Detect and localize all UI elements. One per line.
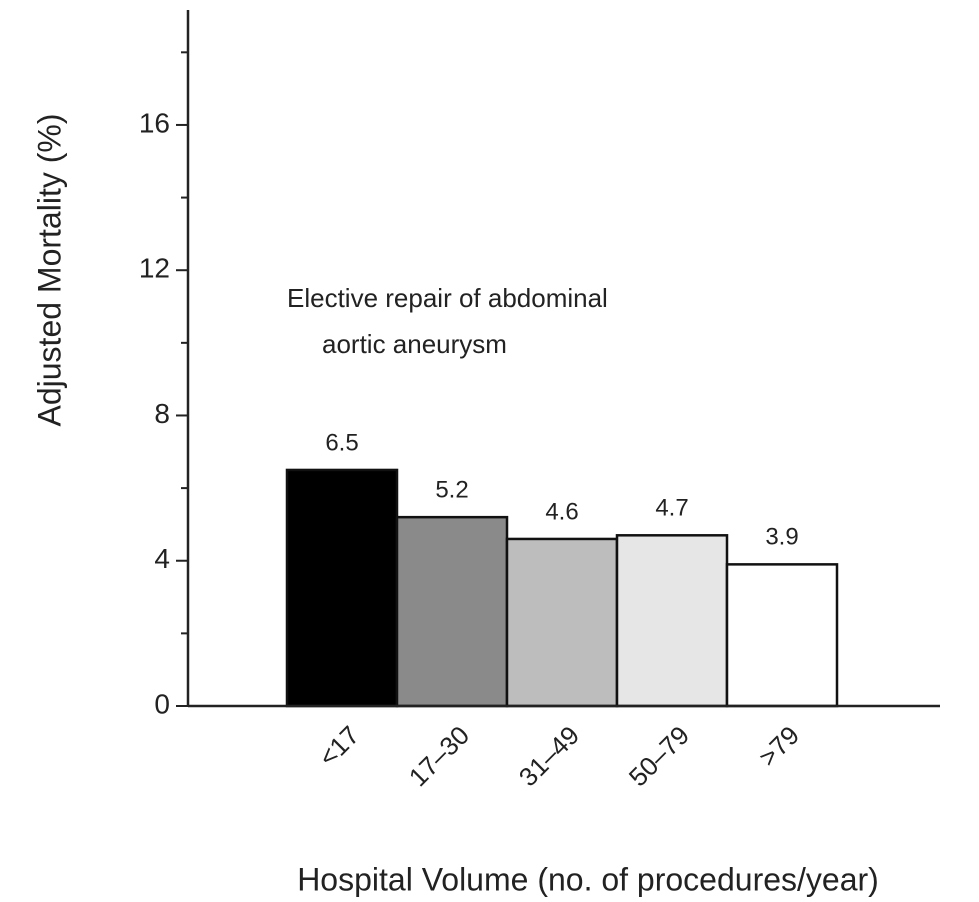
x-tick-label: >79 bbox=[753, 720, 805, 772]
value-label: 4.7 bbox=[655, 495, 688, 522]
x-tick-label: 31–49 bbox=[513, 720, 585, 792]
y-tick-label: 8 bbox=[154, 398, 170, 429]
annotation: aortic aneurysm bbox=[322, 329, 507, 359]
value-label: 6.5 bbox=[325, 429, 358, 456]
bar bbox=[725, 563, 839, 708]
value-label: 5.2 bbox=[435, 477, 468, 504]
annotation: Elective repair of abdominal bbox=[287, 283, 608, 313]
x-tick-label: <17 bbox=[313, 720, 365, 772]
bar bbox=[505, 537, 619, 708]
value-label: 4.6 bbox=[545, 498, 578, 525]
x-axis-label: Hospital Volume (no. of procedures/year) bbox=[297, 861, 879, 897]
bar bbox=[395, 515, 509, 708]
y-tick-label: 4 bbox=[154, 543, 170, 574]
bar bbox=[615, 534, 729, 708]
value-label: 3.9 bbox=[765, 524, 798, 551]
y-tick-label: 16 bbox=[139, 107, 170, 138]
y-tick-label: 0 bbox=[154, 688, 170, 719]
y-axis-label: Adjusted Mortality (%) bbox=[31, 114, 67, 427]
y-tick-label: 12 bbox=[139, 253, 170, 284]
x-tick-label: 50–79 bbox=[623, 720, 695, 792]
x-tick-label: 17–30 bbox=[403, 720, 475, 792]
bar bbox=[285, 468, 399, 708]
